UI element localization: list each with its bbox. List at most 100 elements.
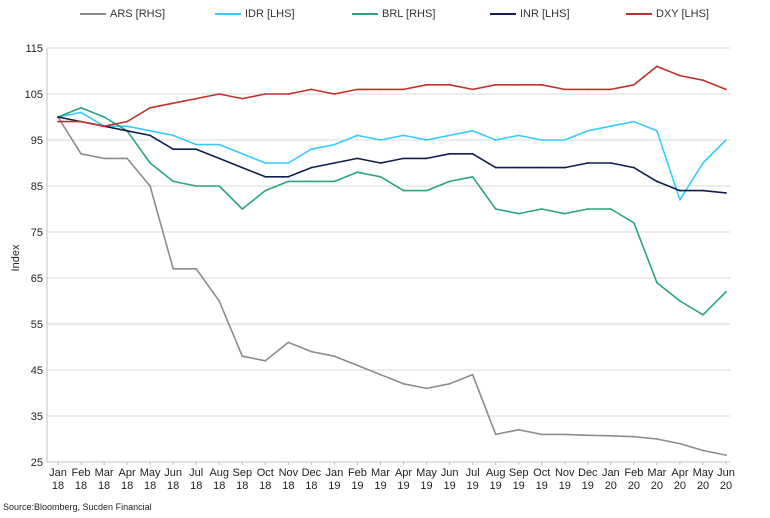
data-point-inr bbox=[356, 157, 359, 160]
x-tick-label-year: 19 bbox=[328, 480, 340, 492]
legend-swatch bbox=[490, 13, 516, 15]
data-point-dxy bbox=[471, 88, 474, 91]
data-point-idr bbox=[80, 111, 82, 114]
legend-label: ARS [RHS] bbox=[110, 8, 166, 20]
legend-item-inr: INR [LHS] bbox=[490, 8, 570, 20]
data-point-dxy bbox=[126, 120, 129, 123]
data-point-dxy bbox=[172, 102, 175, 105]
data-point-dxy bbox=[448, 83, 451, 86]
data-point-ars bbox=[655, 438, 658, 440]
x-tick-label-month: Jan bbox=[602, 467, 620, 479]
data-point-idr bbox=[517, 134, 520, 137]
x-tick-label-month: Oct bbox=[533, 467, 550, 479]
data-point-dxy bbox=[195, 97, 198, 100]
legend-item-ars: ARS [RHS] bbox=[80, 8, 165, 20]
data-point-brl bbox=[494, 208, 497, 210]
y-tick-label: 75 bbox=[31, 227, 43, 239]
x-tick-label-year: 18 bbox=[259, 480, 271, 492]
gridlines bbox=[47, 47, 730, 463]
data-point-ars bbox=[264, 359, 267, 362]
x-tick-label-month: Apr bbox=[395, 467, 412, 479]
series-line-inr bbox=[57, 116, 727, 194]
x-tick-label-month: Jan bbox=[49, 467, 67, 479]
data-point-dxy bbox=[679, 74, 681, 77]
x-tick-label-month: Sep bbox=[232, 467, 252, 479]
x-tick-label-month: May bbox=[140, 467, 161, 479]
x-tick-label-month: Jul bbox=[189, 467, 203, 479]
data-point-dxy bbox=[264, 93, 267, 95]
data-point-ars bbox=[402, 382, 405, 385]
data-point-inr bbox=[126, 129, 129, 132]
data-point-brl bbox=[725, 290, 727, 293]
x-tick-label-month: Nov bbox=[279, 467, 299, 479]
x-tick-label-year: 19 bbox=[443, 480, 455, 492]
legend-item-brl: BRL [RHS] bbox=[352, 8, 435, 20]
data-point-dxy bbox=[494, 83, 497, 86]
x-tick-label-month: Apr bbox=[119, 467, 136, 479]
data-point-dxy bbox=[218, 93, 221, 95]
data-point-brl bbox=[471, 175, 474, 178]
legend-label: IDR [LHS] bbox=[245, 8, 295, 20]
data-point-brl bbox=[402, 189, 405, 192]
data-point-inr bbox=[725, 192, 727, 194]
data-point-idr bbox=[241, 152, 244, 155]
data-point-idr bbox=[609, 125, 612, 128]
y-axis: 115 105 95 85 75 65 55 45 35 25 bbox=[25, 43, 48, 469]
data-point-ars bbox=[379, 373, 382, 376]
series-line-idr bbox=[57, 111, 727, 201]
data-point-ars bbox=[702, 449, 704, 452]
x-tick-label-year: 18 bbox=[305, 480, 317, 492]
x-tick-label-month: May bbox=[693, 467, 714, 479]
data-point-brl bbox=[218, 185, 221, 187]
data-point-inr bbox=[448, 152, 451, 155]
data-point-inr bbox=[586, 162, 589, 164]
data-point-inr bbox=[563, 166, 566, 169]
data-point-dxy bbox=[725, 88, 727, 91]
x-tick-label-month: Nov bbox=[555, 467, 575, 479]
x-tick-label-year: 19 bbox=[559, 480, 571, 492]
y-tick-label: 105 bbox=[25, 89, 43, 101]
data-point-inr bbox=[310, 166, 313, 169]
data-point-ars bbox=[287, 341, 290, 344]
data-point-brl bbox=[241, 208, 244, 210]
x-tick-label-month: Mar bbox=[647, 467, 666, 479]
x-tick-label-month: Mar bbox=[95, 467, 114, 479]
data-point-brl bbox=[655, 281, 658, 284]
x-tick-label-month: May bbox=[416, 467, 437, 479]
data-point-idr bbox=[702, 162, 704, 164]
data-point-dxy bbox=[241, 97, 244, 100]
x-tick-label-year: 18 bbox=[52, 480, 64, 492]
x-tick-label-month: Jun bbox=[441, 467, 459, 479]
x-tick-label-year: 19 bbox=[466, 480, 478, 492]
y-tick-label: 45 bbox=[31, 365, 43, 377]
x-tick-label-month: Apr bbox=[671, 467, 688, 479]
data-point-inr bbox=[471, 152, 474, 155]
data-point-idr bbox=[333, 143, 336, 146]
data-point-idr bbox=[287, 162, 290, 164]
data-point-idr bbox=[494, 139, 497, 141]
x-tick-label-year: 18 bbox=[121, 480, 133, 492]
data-point-inr bbox=[402, 157, 405, 160]
data-point-inr bbox=[425, 157, 428, 160]
x-tick-label-year: 19 bbox=[397, 480, 409, 492]
data-point-dxy bbox=[80, 120, 82, 123]
x-tick-label-year: 19 bbox=[420, 480, 432, 492]
data-point-dxy bbox=[379, 88, 382, 91]
series-line-ars bbox=[57, 116, 727, 456]
data-point-ars bbox=[448, 382, 451, 385]
data-point-dxy bbox=[402, 88, 405, 91]
x-tick-label-month: Aug bbox=[209, 467, 229, 479]
data-point-ars bbox=[679, 442, 681, 445]
data-point-inr bbox=[379, 162, 382, 164]
data-point-inr bbox=[57, 116, 59, 118]
x-tick-label-year: 18 bbox=[98, 480, 110, 492]
data-point-brl bbox=[702, 313, 704, 316]
data-point-ars bbox=[126, 157, 129, 160]
x-tick-label-year: 20 bbox=[674, 480, 686, 492]
data-point-inr bbox=[333, 162, 336, 164]
data-point-idr bbox=[310, 148, 313, 151]
x-tick-label-year: 19 bbox=[490, 480, 502, 492]
data-point-dxy bbox=[609, 88, 612, 91]
data-point-inr bbox=[679, 189, 681, 192]
data-point-brl bbox=[540, 208, 543, 210]
